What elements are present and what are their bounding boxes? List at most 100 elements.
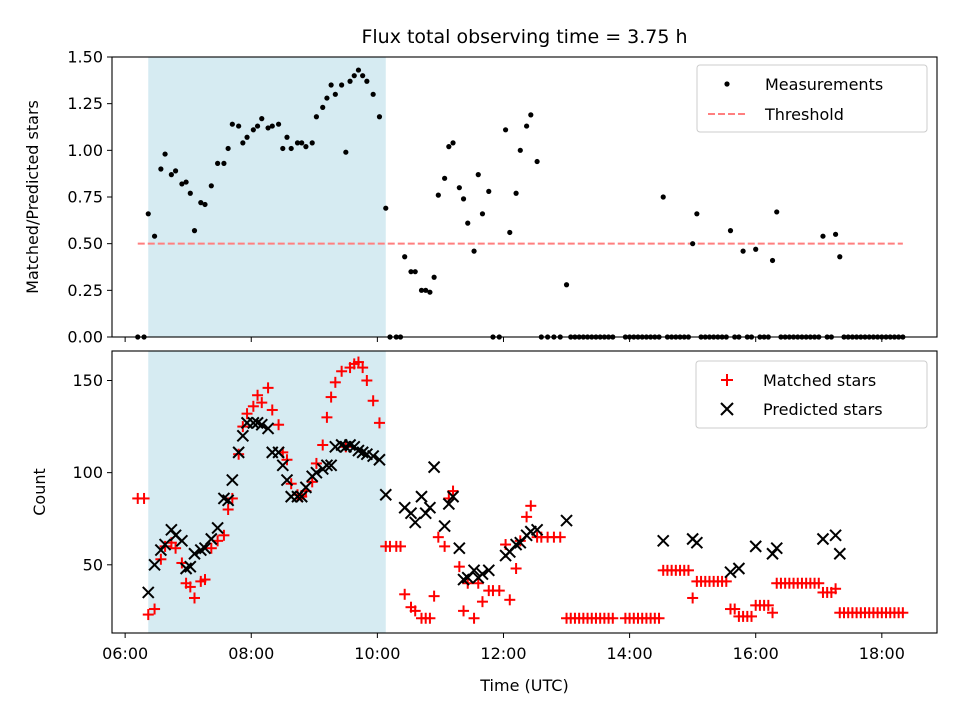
measurement-point [460, 196, 467, 202]
matched-star-point [199, 574, 211, 586]
top-x-ticks [124, 337, 883, 342]
matched-star-point [468, 612, 480, 624]
measurement-point [236, 123, 242, 129]
measurement-point [303, 144, 309, 150]
matched-star-point [687, 592, 699, 604]
measurement-point [202, 201, 208, 208]
measurement-point [313, 114, 320, 120]
measurement-point [740, 248, 746, 254]
measurement-point [690, 241, 696, 247]
measurement-point [269, 123, 275, 129]
matched-star-point [170, 542, 182, 554]
matched-star-point [424, 612, 436, 624]
predicted-star-point [299, 481, 313, 494]
matched-star-point [897, 607, 909, 619]
top-legend-box [696, 64, 928, 133]
measurement-point [324, 95, 330, 101]
legend-matched-marker [721, 374, 733, 386]
measurement-point [309, 140, 315, 146]
predicted-star-point [261, 422, 275, 435]
predicted-star-point [408, 516, 422, 529]
predicted-star-point [188, 547, 201, 560]
matched-star-point [394, 540, 406, 552]
measurement-point [168, 172, 174, 178]
matched-star-point [813, 577, 825, 589]
top-observing-span [148, 57, 386, 337]
predicted-star-point [142, 586, 155, 599]
measurement-point [208, 183, 214, 189]
predicted-star-point [724, 565, 737, 579]
bottom-panel: 50 100 150 06:00 08:00 10:00 12:00 14:00 16:00 1… [30, 350, 938, 695]
bottom-y-ticks: 50 100 150 [72, 371, 112, 574]
bottom-x-ticks: 06:00 08:00 10:00 12:00 14:00 16:00 18:00 [102, 633, 905, 663]
top-y-tick-label: 1.50 [67, 48, 103, 67]
measurement-point [244, 134, 250, 140]
bottom-y-tick-label: 150 [72, 371, 103, 390]
chart-title: Flux total observing time = 3.75 h [361, 26, 687, 48]
measurement-point [446, 144, 452, 150]
measurement-point [280, 145, 286, 152]
measurement-point [360, 73, 366, 79]
matched-star-point [428, 590, 440, 602]
matched-star-point [409, 605, 421, 617]
matched-star-point [321, 411, 333, 423]
measurement-point [370, 91, 376, 97]
measurement-point [320, 104, 326, 110]
matched-star-point [155, 553, 167, 565]
predicted-star-point [379, 488, 392, 501]
matched-star-point [554, 531, 566, 543]
predicted-star-point [770, 542, 783, 555]
measurement-point [355, 67, 362, 73]
matched-star-point [439, 540, 451, 552]
predicted-star-point [198, 542, 212, 555]
top-y-ticks: 0.00 0.25 0.50 0.75 1.00 1.25 1.50 [67, 48, 112, 347]
measurement-point [753, 246, 759, 252]
measurement-point [408, 269, 414, 275]
predicted-star-point [324, 459, 338, 472]
predicted-star-point [829, 529, 842, 542]
legend-measurements-marker [724, 81, 730, 87]
bottom-y-tick-label: 100 [72, 463, 103, 482]
matched-star-point [399, 588, 411, 600]
predicted-star-point [276, 459, 289, 472]
matched-star-point [767, 607, 779, 619]
matched-star-point [762, 599, 774, 611]
measurement-point [502, 127, 509, 133]
predicted-star-point [657, 534, 670, 548]
measurement-point [259, 116, 265, 122]
measurement-point [145, 211, 151, 217]
matched-star-point [830, 583, 842, 595]
legend-predicted-label: Predicted stars [763, 400, 883, 419]
matched-star-point [373, 417, 385, 429]
predicted-star-point [280, 473, 294, 487]
matched-star-point [607, 612, 619, 624]
top-y-tick-label: 0.75 [67, 188, 103, 207]
predicted-star-point [211, 521, 224, 535]
top-legend: Measurements Threshold [696, 64, 928, 133]
measurement-point [423, 287, 429, 293]
predicted-star-point [438, 519, 451, 533]
matched-star-point [453, 561, 465, 573]
predicted-star-point [560, 514, 573, 527]
bottom-x-tick-label: 14:00 [607, 644, 653, 663]
top-panel: 0.00 0.25 0.50 0.75 1.00 1.25 1.50 Matched/Pre… [23, 48, 938, 347]
predicted-star-point [415, 490, 428, 503]
top-y-tick-label: 0.50 [67, 234, 103, 253]
measurement-point [151, 233, 158, 239]
predicted-star-point [467, 564, 481, 577]
matched-star-point [262, 382, 274, 394]
matched-star-point [266, 404, 278, 416]
matched-star-point [233, 448, 245, 460]
predicted-star-point [373, 453, 386, 466]
matched-stars-group [132, 356, 909, 624]
predicted-star-point [442, 497, 456, 511]
top-y-tick-label: 1.25 [67, 94, 103, 113]
matched-star-point [138, 492, 150, 504]
measurement-point [660, 194, 666, 200]
measurement-point [215, 160, 221, 166]
matched-star-point [653, 612, 665, 624]
predicted-star-point [221, 494, 235, 507]
predicted-star-point [310, 466, 323, 479]
measurement-point [475, 172, 481, 178]
bottom-x-tick-label: 08:00 [228, 644, 274, 663]
